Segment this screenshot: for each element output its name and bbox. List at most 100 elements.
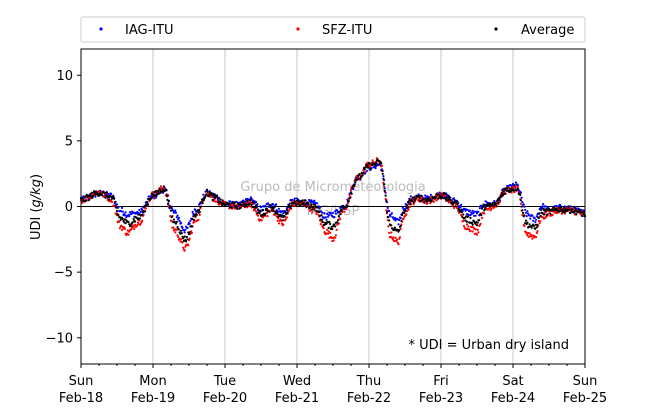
data-point — [181, 226, 184, 229]
data-point — [412, 201, 415, 204]
data-point — [249, 198, 252, 201]
data-point — [176, 214, 179, 217]
data-point — [455, 200, 458, 203]
data-point — [182, 246, 185, 249]
data-point — [94, 195, 97, 198]
data-point — [146, 201, 149, 204]
data-point — [316, 206, 319, 209]
data-point — [216, 197, 219, 200]
data-point — [300, 203, 304, 206]
data-point — [120, 206, 124, 209]
data-point — [573, 210, 577, 213]
data-point — [526, 210, 529, 213]
data-point — [94, 193, 97, 196]
data-point — [532, 224, 536, 227]
data-point — [124, 222, 127, 225]
data-point — [274, 213, 277, 216]
data-point — [435, 199, 438, 202]
data-point — [495, 204, 498, 207]
data-point — [177, 216, 180, 219]
data-point — [228, 202, 231, 205]
data-point — [401, 206, 404, 209]
data-point — [146, 203, 150, 206]
data-point — [386, 206, 389, 209]
data-point — [519, 202, 523, 205]
data-point — [257, 214, 260, 217]
data-point — [201, 202, 204, 205]
data-point — [162, 188, 165, 191]
data-point — [468, 209, 471, 212]
data-point — [423, 201, 426, 204]
data-point — [356, 178, 359, 181]
data-point — [474, 228, 477, 231]
data-point — [180, 232, 183, 235]
data-point — [567, 205, 570, 208]
data-point — [465, 220, 468, 223]
data-point — [385, 209, 388, 212]
data-point — [198, 210, 201, 214]
data-point — [250, 203, 253, 207]
data-point — [374, 167, 377, 170]
data-point — [183, 231, 186, 234]
data-point — [406, 204, 409, 207]
data-point — [118, 227, 121, 230]
data-point — [494, 201, 497, 205]
data-point — [123, 227, 126, 230]
data-point — [362, 172, 365, 175]
data-point — [429, 193, 432, 196]
data-point — [236, 207, 239, 210]
data-point — [119, 218, 122, 221]
data-point — [424, 197, 427, 200]
data-point — [385, 211, 389, 214]
data-point — [443, 197, 446, 200]
data-point — [219, 198, 222, 201]
data-point — [519, 199, 523, 202]
data-point — [90, 191, 93, 194]
y-tick-label-0: 0 — [65, 200, 73, 215]
data-point — [403, 211, 406, 215]
data-point — [121, 217, 124, 221]
data-point — [331, 228, 334, 231]
data-point — [311, 208, 314, 211]
data-point — [327, 230, 330, 233]
data-point — [477, 231, 480, 234]
data-point — [327, 214, 330, 217]
data-point — [195, 213, 198, 216]
data-point — [544, 205, 547, 208]
data-point — [469, 216, 472, 220]
data-point — [190, 231, 193, 234]
data-point — [478, 219, 481, 222]
data-point — [240, 203, 243, 206]
data-point — [452, 206, 456, 210]
data-point — [369, 165, 372, 168]
data-point — [313, 199, 316, 202]
data-point — [107, 192, 110, 196]
data-point — [562, 209, 565, 212]
data-point — [530, 226, 533, 229]
data-point — [409, 203, 412, 206]
data-point — [322, 227, 325, 230]
data-point — [482, 203, 485, 206]
data-point — [87, 199, 90, 202]
data-point — [521, 209, 524, 212]
data-point — [174, 211, 178, 214]
data-point — [275, 210, 278, 213]
data-point — [418, 196, 421, 199]
data-point — [390, 231, 393, 234]
legend: IAG-ITU SFZ-ITU Average — [80, 16, 586, 43]
data-point — [261, 213, 264, 216]
data-point — [277, 222, 281, 225]
data-point — [411, 199, 414, 203]
data-point — [551, 207, 554, 210]
data-point — [405, 213, 408, 216]
data-point — [186, 226, 189, 229]
data-point — [264, 204, 267, 207]
data-point — [151, 191, 154, 194]
data-point — [420, 194, 423, 197]
data-point — [484, 200, 487, 203]
data-point — [169, 209, 173, 212]
data-point — [337, 215, 340, 218]
data-point — [113, 201, 116, 204]
data-point — [563, 206, 566, 209]
udi-footnote: * UDI = Urban dry island — [409, 338, 569, 353]
